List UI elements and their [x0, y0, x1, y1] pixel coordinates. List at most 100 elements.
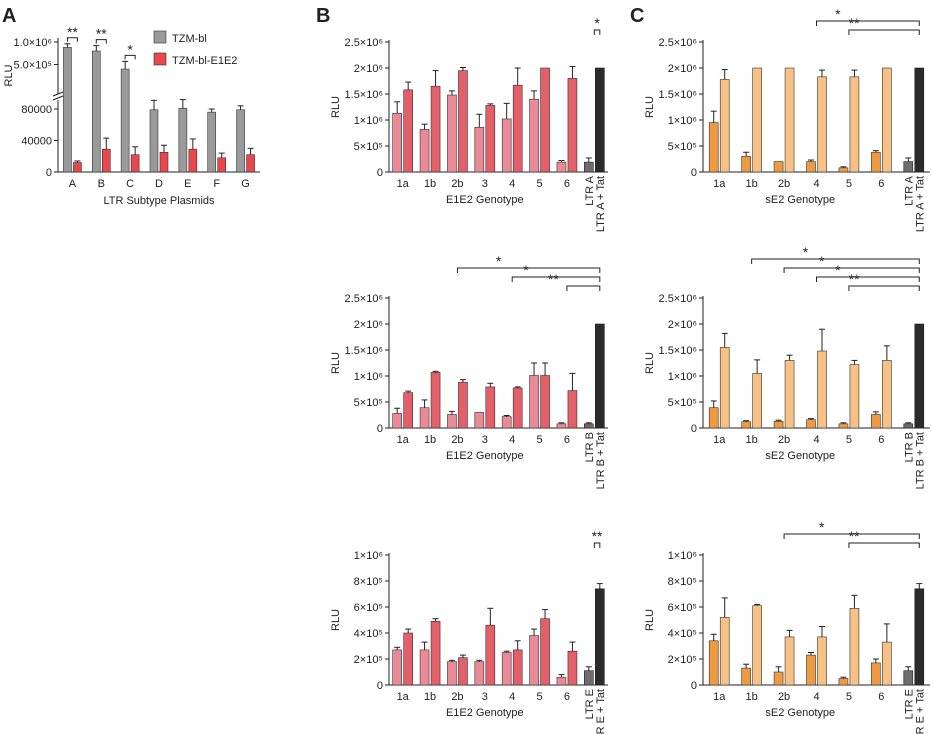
bar-light [773, 420, 784, 429]
significance-bracket [783, 267, 920, 273]
bar-dark [512, 387, 523, 429]
bar-light [501, 416, 512, 429]
bar-light [773, 671, 784, 686]
bar-light [556, 676, 567, 686]
x-tick-label-control: LTR E [903, 689, 915, 719]
y-axis-title: RLU [3, 64, 15, 86]
x-tick-label: 2b [451, 178, 463, 190]
bar-light [773, 161, 784, 173]
x-tick-label: 4 [813, 178, 819, 190]
x-tick-label: 5 [537, 178, 543, 190]
legend-swatch [153, 52, 167, 66]
significance-label: ** [849, 528, 860, 544]
bar-light [392, 413, 402, 429]
y-tick-label: 1×10⁶ [354, 115, 383, 127]
x-tick-label: 6 [564, 691, 570, 703]
bar-TZM-bl-E1E2 [101, 148, 111, 173]
bar-dark [540, 375, 550, 429]
x-axis-title: sE2 Genotype [765, 707, 835, 719]
bar-TZM-bl [63, 47, 72, 173]
y-tick-label: 2.5×10⁶ [345, 37, 383, 49]
y-tick-label: 1.5×10⁶ [659, 345, 697, 357]
y-tick-label: 0 [691, 423, 697, 435]
y-tick-label: 8×10⁵ [668, 576, 697, 588]
y-axis-title: RLU [644, 352, 656, 374]
bar-control [903, 423, 914, 429]
bar-control [903, 161, 914, 173]
x-tick-label-control: LTR A + Tat [914, 176, 926, 232]
panel-label-b: B [316, 5, 330, 27]
bar-light [447, 94, 457, 173]
bar-light [392, 112, 402, 173]
x-tick-label-control: LTR B [584, 432, 596, 462]
bar-dark [752, 67, 762, 173]
y-tick-label: 0 [377, 167, 383, 179]
bar-light [556, 161, 567, 173]
y-tick-label: 1×10⁶ [668, 550, 697, 562]
x-tick-label: 4 [509, 434, 515, 446]
bar-light [474, 126, 485, 173]
x-tick-label: 2b [778, 178, 790, 190]
significance-label: * [803, 244, 809, 260]
y-tick-label: 2×10⁶ [354, 319, 383, 331]
significance-label: * [835, 6, 841, 22]
x-tick-label: 2b [778, 691, 790, 703]
x-tick-label: 5 [846, 434, 852, 446]
bar-dark [485, 105, 496, 173]
x-tick-label: 6 [878, 691, 884, 703]
bar-light [871, 151, 881, 173]
bar-light [806, 654, 816, 686]
bar-light [529, 375, 539, 429]
panel-label-a: A [2, 5, 16, 27]
bar-dark [752, 373, 762, 429]
chart-B3: 0 2×10⁵ 4×10⁵ 6×10⁵ 8×10⁵ 1×10⁶ 1a 1b 2b 3 4 5 6 LTR … [330, 528, 608, 734]
chart-C3: 0 2×10⁵ 4×10⁵ 6×10⁵ 8×10⁵ 1×10⁶ 1a 1b 2b 4 5 6 LTR E… [644, 519, 930, 734]
x-axis-title: LTR Subtype Plasmids [103, 195, 215, 207]
x-tick-label-control: LTR A [903, 175, 915, 205]
bar-light [708, 640, 719, 686]
significance-bracket [456, 267, 601, 273]
x-tick-label: 1b [424, 434, 436, 446]
significance-bracket [816, 276, 920, 282]
bar-dark [849, 364, 860, 429]
significance-label: * [523, 262, 529, 278]
bar-light [741, 667, 751, 686]
y-tick-label: 80000 [21, 104, 52, 116]
bar-dark [403, 632, 413, 686]
x-tick-label: G [241, 178, 250, 190]
bar-light [838, 678, 849, 686]
y-tick-label: 5×10⁵ [668, 141, 697, 153]
significance-bracket [816, 20, 920, 26]
significance-label: ** [592, 528, 603, 544]
bar-control [903, 670, 914, 686]
chart-A: 0 40000 80000 5.0×10⁵ 1.0×10⁶ A B C D E F G LTR Subt… [3, 24, 260, 207]
bar-TZM-bl-E1E2 [73, 162, 82, 173]
y-tick-label: 5.0×10⁵ [13, 60, 52, 72]
bar-TZM-bl [149, 109, 159, 173]
x-tick-label-control: LTR B + Tat [595, 432, 607, 489]
significance-bracket [848, 285, 920, 291]
bar-light [871, 414, 881, 429]
x-tick-label: 6 [878, 434, 884, 446]
y-axis-title: RLU [330, 609, 342, 631]
bar-dark [784, 636, 795, 686]
significance-label: ** [849, 271, 860, 287]
y-axis-title: RLU [330, 96, 342, 118]
bar-dark [403, 89, 413, 173]
y-tick-label: 8×10⁵ [354, 576, 383, 588]
bar-light [708, 407, 719, 429]
x-tick-label: D [155, 178, 163, 190]
x-tick-label: 4 [509, 691, 515, 703]
bar-TZM-bl [207, 111, 217, 173]
bar-control [914, 67, 925, 173]
bar-dark [784, 360, 795, 429]
bar-dark [882, 641, 892, 686]
x-tick-label: 1a [397, 691, 410, 703]
significance-label: * [835, 262, 841, 278]
y-tick-label: 2×10⁶ [668, 319, 697, 331]
bar-light [474, 412, 485, 429]
bar-TZM-bl [236, 109, 245, 173]
significance-label: * [127, 41, 133, 57]
